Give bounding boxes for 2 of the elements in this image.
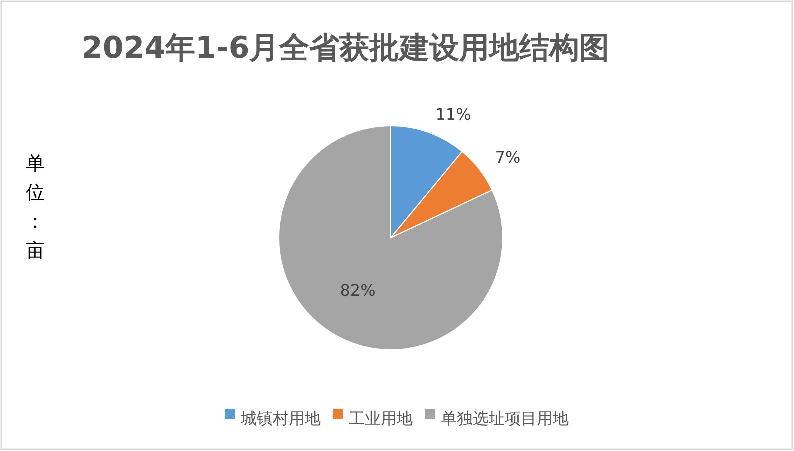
title: 2024年1-6月全省获批建设用地结构图 (82, 31, 610, 66)
annotation: 单位：亩 (26, 153, 45, 262)
